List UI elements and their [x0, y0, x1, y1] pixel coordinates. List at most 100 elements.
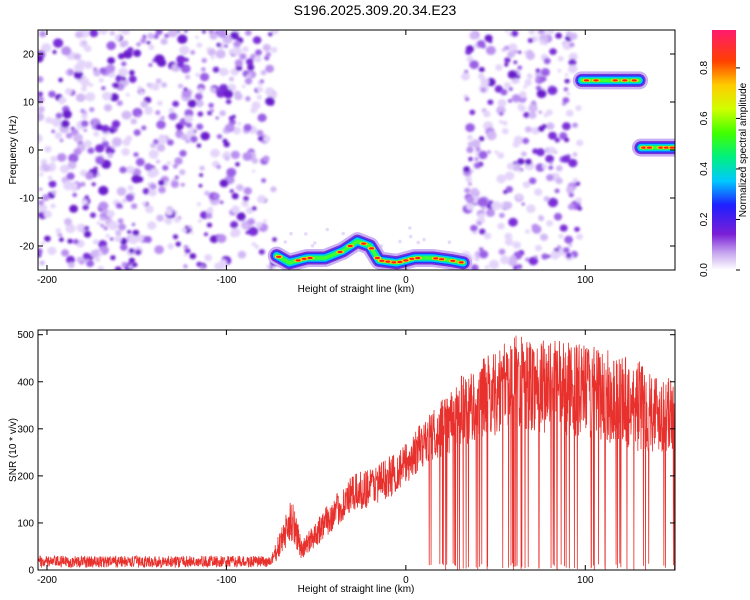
noise-blob	[115, 202, 123, 209]
noise-blob	[38, 106, 45, 113]
noise-blob	[562, 122, 571, 131]
noise-blob	[565, 252, 572, 259]
noise-blob	[528, 256, 539, 266]
noise-blob	[153, 139, 160, 145]
noise-blob	[513, 60, 518, 64]
noise-blob	[213, 194, 218, 198]
noise-blob	[157, 100, 163, 106]
noise-blob	[497, 99, 507, 107]
noise-blob	[202, 30, 206, 34]
noise-blob	[554, 188, 560, 194]
noise-blob	[568, 64, 578, 74]
noise-blob	[155, 110, 161, 116]
noise-blob	[511, 78, 516, 82]
noise-blob	[534, 255, 538, 259]
noise-blob	[48, 180, 57, 188]
noise-blob	[132, 262, 138, 268]
noise-blob	[468, 156, 473, 162]
noise-blob	[565, 109, 574, 117]
high-frequency-segment-hotspot	[593, 79, 599, 82]
noise-blob	[125, 93, 130, 97]
noise-blob	[219, 179, 229, 188]
noise-blob	[232, 126, 241, 135]
noise-blob	[258, 249, 265, 255]
noise-blob	[289, 231, 293, 236]
noise-blob	[483, 232, 492, 240]
noise-blob	[95, 144, 105, 153]
noise-blob	[568, 192, 574, 198]
noise-blob	[563, 247, 570, 254]
noise-blob	[84, 61, 93, 70]
noise-blob	[55, 228, 61, 234]
signal-track-hotspot	[337, 250, 343, 254]
noise-blob	[501, 47, 506, 52]
noise-blob	[114, 34, 121, 41]
noise-blobs	[38, 30, 584, 270]
noise-blob	[216, 42, 222, 48]
noise-blob	[522, 181, 531, 189]
noise-blob	[39, 30, 47, 38]
noise-blob	[81, 75, 86, 79]
noise-blob	[243, 195, 249, 202]
high-frequency-segment-hotspot	[622, 79, 628, 82]
noise-blob	[535, 71, 543, 78]
noise-blob	[147, 221, 157, 230]
noise-blob	[219, 259, 228, 267]
noise-blob	[177, 83, 184, 89]
noise-blob	[109, 93, 119, 102]
noise-blob	[526, 51, 535, 61]
noise-blob	[71, 186, 77, 192]
noise-blob	[562, 97, 570, 104]
noise-blob	[569, 42, 575, 48]
signal-track-hotspot	[409, 257, 415, 260]
spectrogram-ytick-label: 0	[28, 146, 34, 157]
noise-blob	[40, 241, 45, 246]
noise-blob	[567, 203, 575, 210]
noise-blob	[119, 189, 125, 195]
snr-xtick-label: 100	[577, 575, 594, 586]
noise-blob	[144, 163, 153, 171]
noise-blob	[572, 122, 578, 128]
noise-blob	[203, 232, 209, 237]
noise-blob	[154, 54, 165, 64]
noise-blob	[97, 265, 104, 270]
noise-blob	[142, 34, 147, 39]
noise-blob	[250, 107, 258, 114]
noise-blob	[93, 166, 98, 171]
noise-blob	[283, 240, 288, 244]
noise-blob	[197, 88, 204, 94]
noise-blob	[127, 47, 134, 53]
noise-blob	[264, 55, 270, 61]
noise-blob	[477, 73, 485, 80]
noise-blob	[251, 242, 256, 247]
noise-blob	[51, 129, 56, 134]
noise-blob	[528, 103, 538, 113]
noise-blob	[176, 30, 181, 33]
noise-blob	[50, 155, 58, 163]
noise-blob	[59, 138, 64, 143]
spectrogram-xlabel: Height of straight line (km)	[298, 284, 415, 295]
noise-blob	[80, 78, 90, 87]
noise-blob	[48, 90, 56, 98]
noise-blob	[144, 107, 153, 115]
noise-blob	[186, 129, 195, 137]
noise-blob	[148, 44, 155, 51]
noise-blob	[497, 222, 505, 230]
noise-blob	[120, 244, 128, 251]
noise-blob	[215, 116, 219, 120]
noise-blob	[478, 136, 485, 142]
noise-blob	[127, 185, 134, 191]
signal-track-hotspot	[295, 259, 301, 262]
noise-blob	[540, 233, 548, 241]
noise-blob	[531, 223, 539, 231]
noise-blob	[464, 187, 471, 194]
noise-blob	[50, 203, 56, 209]
noise-blob	[80, 181, 86, 187]
noise-blob	[75, 93, 86, 102]
noise-blob	[167, 139, 174, 146]
noise-blob	[141, 125, 147, 131]
noise-blob	[255, 221, 263, 228]
noise-blob	[38, 200, 44, 206]
noise-blob	[564, 78, 570, 84]
snr-ylabel: SNR (10 * v/v)	[8, 418, 19, 482]
